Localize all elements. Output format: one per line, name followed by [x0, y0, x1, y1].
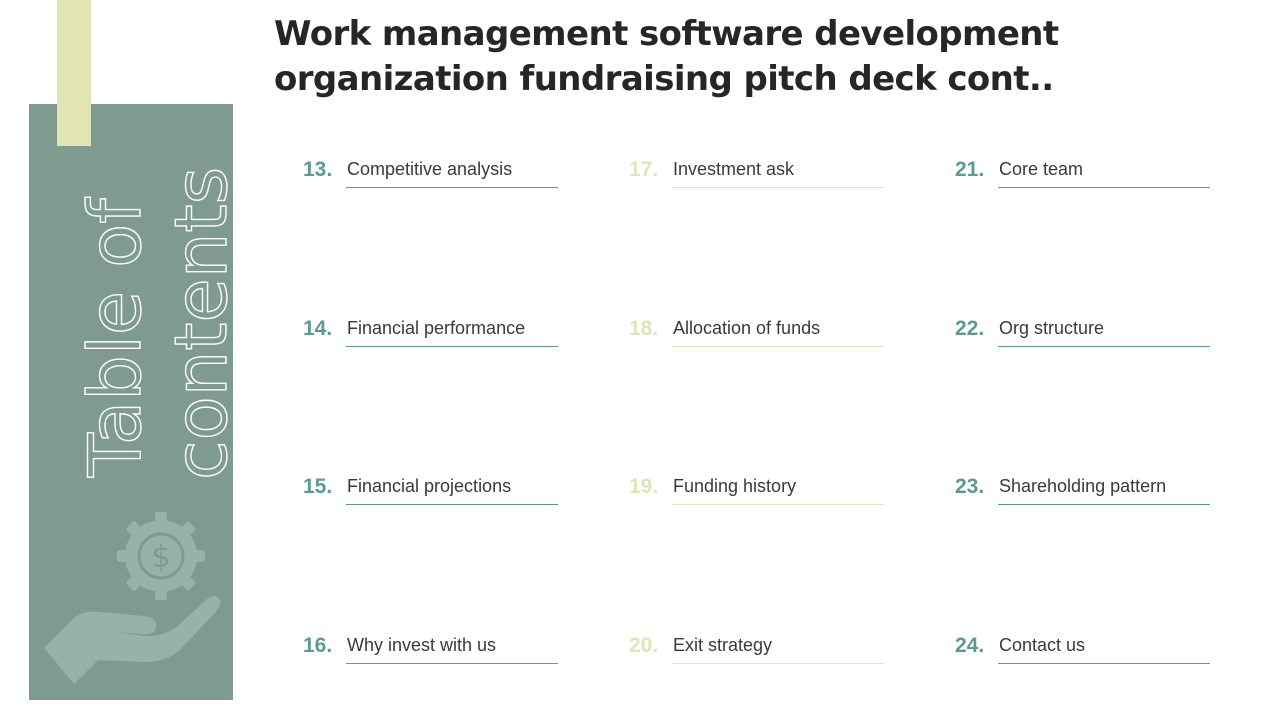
toc-item-label: Shareholding pattern — [999, 476, 1167, 496]
side-title: Table of contents — [72, 166, 233, 481]
side-title-line2: contents — [159, 167, 233, 480]
toc-item[interactable]: 17. Investment ask — [629, 156, 893, 196]
toc-item-number: 23. — [955, 475, 985, 498]
toc-item-number: 18. — [629, 317, 659, 340]
toc-item-number: 13. — [303, 158, 333, 181]
toc-item-label: Why invest with us — [347, 635, 497, 655]
toc-item-number: 24. — [955, 634, 985, 657]
toc-item-label: Allocation of funds — [673, 318, 821, 338]
toc-item-underline — [998, 663, 1210, 664]
toc-item-underline — [672, 504, 884, 505]
toc-item-label: Funding history — [673, 476, 797, 496]
toc-item-label: Financial performance — [347, 318, 526, 338]
toc-item[interactable]: 24. Contact us — [955, 632, 1219, 672]
toc-item-underline — [998, 504, 1210, 505]
toc-item[interactable]: 23. Shareholding pattern — [955, 473, 1219, 513]
side-title-line1: Table of — [73, 197, 157, 478]
toc-item-label: Exit strategy — [673, 635, 773, 655]
money-gear-hand-icon: $ — [44, 512, 221, 684]
toc-item-label: Investment ask — [673, 159, 795, 179]
deck-title: Work management software development org… — [274, 14, 1059, 99]
accent-bar — [57, 0, 91, 146]
toc-item[interactable]: 22. Org structure — [955, 315, 1219, 355]
toc-item-number: 20. — [629, 634, 659, 657]
toc-item-number: 22. — [955, 317, 985, 340]
toc-item-underline — [346, 663, 558, 664]
toc-item-underline — [672, 346, 884, 347]
toc-item-label: Org structure — [999, 318, 1105, 338]
toc-item-number: 17. — [629, 158, 659, 181]
toc-item-number: 19. — [629, 475, 659, 498]
toc-item-number: 16. — [303, 634, 333, 657]
toc-item[interactable]: 13. Competitive analysis — [303, 156, 567, 196]
toc-item-label: Financial projections — [347, 476, 512, 496]
toc-item-label: Competitive analysis — [347, 159, 513, 179]
toc-item[interactable]: 20. Exit strategy — [629, 632, 893, 672]
toc-item-number: 15. — [303, 475, 333, 498]
toc-item[interactable]: 15. Financial projections — [303, 473, 567, 513]
toc-item-underline — [346, 187, 558, 188]
toc-item-number: 21. — [955, 158, 985, 181]
toc-item[interactable]: 19. Funding history — [629, 473, 893, 513]
toc-item-underline — [346, 504, 558, 505]
svg-text:$: $ — [151, 540, 170, 575]
side-panel — [29, 104, 233, 700]
toc-item-underline — [346, 346, 558, 347]
toc-item[interactable]: 18. Allocation of funds — [629, 315, 893, 355]
toc-item-label: Core team — [999, 159, 1084, 179]
toc-item[interactable]: 21. Core team — [955, 156, 1219, 196]
toc-item-underline — [672, 187, 884, 188]
toc-item-number: 14. — [303, 317, 333, 340]
toc-item[interactable]: 14. Financial performance — [303, 315, 567, 355]
toc-item-label: Contact us — [999, 635, 1086, 655]
toc-item-underline — [998, 187, 1210, 188]
toc-item-underline — [998, 346, 1210, 347]
toc-item-underline — [672, 663, 884, 664]
toc-item[interactable]: 16. Why invest with us — [303, 632, 567, 672]
